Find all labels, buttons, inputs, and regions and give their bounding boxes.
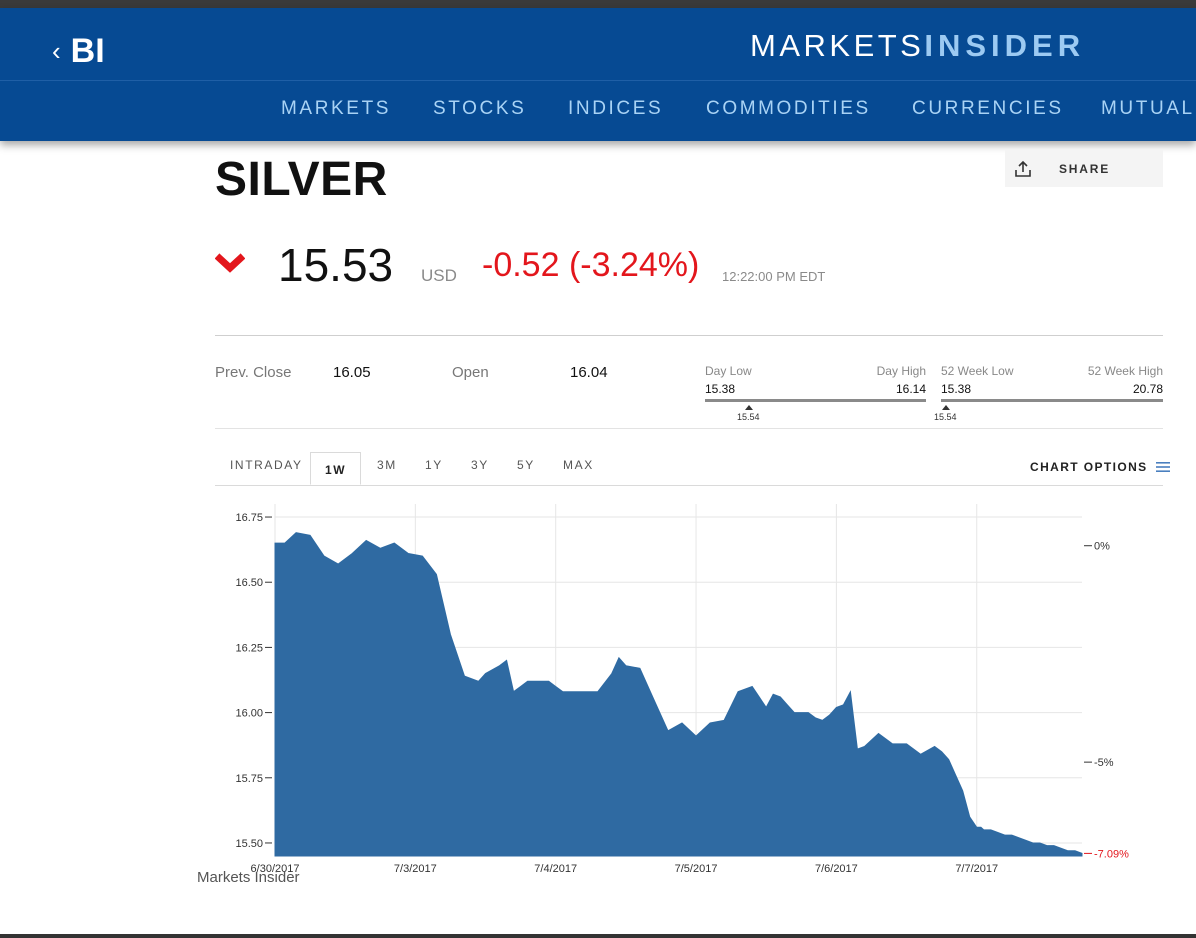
- nav-item-markets[interactable]: MARKETS: [281, 98, 392, 119]
- tab-3y[interactable]: 3Y: [471, 458, 489, 472]
- pct-tick-label: -5%: [1094, 757, 1114, 769]
- x-tick-label: 6/30/2017: [251, 863, 300, 875]
- day-low-value: 15.38: [705, 382, 736, 396]
- share-button[interactable]: SHARE: [1005, 150, 1163, 187]
- prev-close-value: 16.05: [333, 364, 371, 381]
- week52-range-bar: [941, 399, 1163, 402]
- nav-item-currencies[interactable]: CURRENCIES: [912, 98, 1064, 119]
- tab-1y[interactable]: 1Y: [425, 458, 443, 472]
- tab-max[interactable]: MAX: [563, 458, 594, 472]
- hamburger-menu-icon: [1155, 462, 1170, 472]
- tab-intraday[interactable]: INTRADAY: [230, 458, 303, 472]
- week52-range-marker-icon: [942, 405, 950, 410]
- quote-time: 12:22:00 PM EDT: [722, 269, 826, 284]
- last-price: 15.53: [278, 239, 394, 291]
- day-range-bar: [705, 399, 926, 402]
- back-label: BI: [70, 32, 105, 70]
- pct-tick-label: 0%: [1094, 541, 1110, 553]
- week52-high-label: 52 Week High: [1087, 364, 1163, 378]
- stats-bottom-divider: [215, 428, 1163, 429]
- day-high-label: Day High: [876, 364, 926, 378]
- week52-low-label: 52 Week Low: [941, 364, 1014, 378]
- pct-tick-label: -7.09%: [1094, 848, 1129, 860]
- logo-part-markets: MARKETS: [750, 28, 925, 63]
- nav-item-stocks[interactable]: STOCKS: [433, 98, 527, 119]
- y-tick-label: 16.75: [235, 512, 263, 524]
- share-label: SHARE: [1059, 161, 1111, 176]
- markets-insider-logo[interactable]: MARKETSINSIDER: [750, 28, 1085, 64]
- day-range-marker-value: 15.54: [737, 412, 760, 422]
- price-currency: USD: [421, 266, 457, 285]
- prev-close-label: Prev. Close: [215, 364, 292, 381]
- share-icon: [1015, 160, 1031, 177]
- x-tick-label: 7/6/2017: [815, 863, 858, 875]
- site-header: ‹ BI MARKETSINSIDER MARKETS STOCKS INDIC…: [0, 8, 1196, 141]
- price-chart[interactable]: 16.75 16.50 16.25 16.00 15.75 15.50 6/30/2017 7…: [200, 488, 1170, 880]
- y-tick-label: 16.00: [235, 708, 263, 720]
- logo-part-insider: INSIDER: [924, 28, 1086, 63]
- page-title: SILVER: [215, 153, 388, 206]
- tab-1w[interactable]: 1W: [310, 452, 362, 485]
- chart-options-button[interactable]: CHART OPTIONS: [1030, 460, 1170, 474]
- chevron-down-icon: [215, 253, 245, 273]
- chart-range-tabs: INTRADAY 1W 3M 1Y 3Y 5Y MAX: [215, 452, 1163, 486]
- nav-item-mutual[interactable]: MUTUAL: [1101, 98, 1195, 119]
- y-tick-label: 16.50: [235, 577, 263, 589]
- stats-top-divider: [215, 335, 1163, 336]
- x-tick-label: 7/5/2017: [675, 863, 718, 875]
- x-tick-label: 7/4/2017: [534, 863, 577, 875]
- tab-3m[interactable]: 3M: [377, 458, 397, 472]
- main-nav: MARKETS STOCKS INDICES COMMODITIES CURRE…: [0, 98, 1196, 128]
- chevron-left-icon: ‹: [52, 36, 61, 66]
- x-tick-label: 7/7/2017: [955, 863, 998, 875]
- day-high-value: 16.14: [895, 382, 926, 396]
- nav-item-indices[interactable]: INDICES: [568, 98, 664, 119]
- open-label: Open: [452, 364, 489, 381]
- y-tick-label: 16.25: [235, 642, 263, 654]
- silver-price-area: [274, 532, 1083, 857]
- chart-credit: Markets Insider: [197, 869, 300, 886]
- y-tick-label: 15.75: [235, 773, 263, 785]
- day-range-marker-icon: [745, 405, 753, 410]
- week52-low-value: 15.38: [941, 382, 972, 396]
- page-bottom-border: [0, 934, 1196, 938]
- day-low-label: Day Low: [705, 364, 752, 378]
- week52-range-marker-value: 15.54: [934, 412, 957, 422]
- header-divider: [0, 80, 1196, 81]
- x-tick-label: 7/3/2017: [394, 863, 437, 875]
- price-change: -0.52 (-3.24%): [482, 246, 700, 284]
- tab-5y[interactable]: 5Y: [517, 458, 535, 472]
- back-to-bi-link[interactable]: ‹ BI: [52, 32, 105, 71]
- week52-high-value: 20.78: [1132, 382, 1163, 396]
- nav-item-commodities[interactable]: COMMODITIES: [706, 98, 871, 119]
- open-value: 16.04: [570, 364, 608, 381]
- window-top-strip: [0, 0, 1196, 8]
- y-tick-label: 15.50: [235, 838, 263, 850]
- chart-options-label: CHART OPTIONS: [1030, 460, 1148, 474]
